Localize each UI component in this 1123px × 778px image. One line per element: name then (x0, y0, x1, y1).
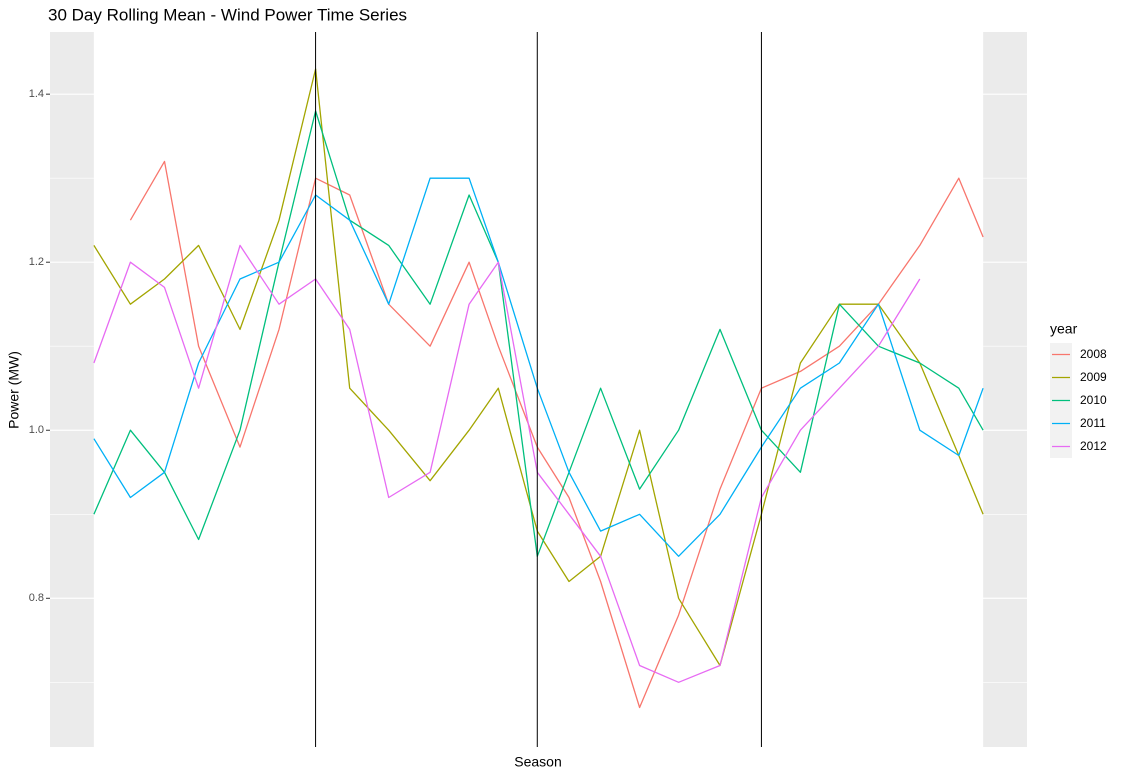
y-tick-label: 1.4 (29, 88, 44, 100)
legend: year 2008 2009 2010 2011 2012 (1050, 321, 1107, 458)
y-tick-label: 1.2 (29, 256, 44, 268)
data-range-background (93, 32, 984, 747)
y-axis-title: Power (MW) (6, 351, 22, 429)
axes: 0.8 1.0 1.2 1.4 (29, 88, 50, 604)
legend-label: 2009 (1080, 370, 1107, 384)
series-line (129, 160, 984, 709)
y-tick-label: 1.0 (29, 424, 44, 436)
legend-title: year (1050, 321, 1078, 337)
series-line (93, 244, 921, 683)
season-lines (315, 32, 762, 747)
legend-label: 2008 (1080, 347, 1107, 361)
legend-label: 2011 (1080, 416, 1106, 430)
legend-label: 2010 (1080, 393, 1107, 407)
legend-label: 2012 (1080, 439, 1107, 453)
data-band (93, 32, 984, 747)
x-axis-title: Season (514, 754, 561, 770)
chart-title: 30 Day Rolling Mean - Wind Power Time Se… (48, 5, 407, 24)
y-tick-label: 0.8 (29, 592, 44, 604)
